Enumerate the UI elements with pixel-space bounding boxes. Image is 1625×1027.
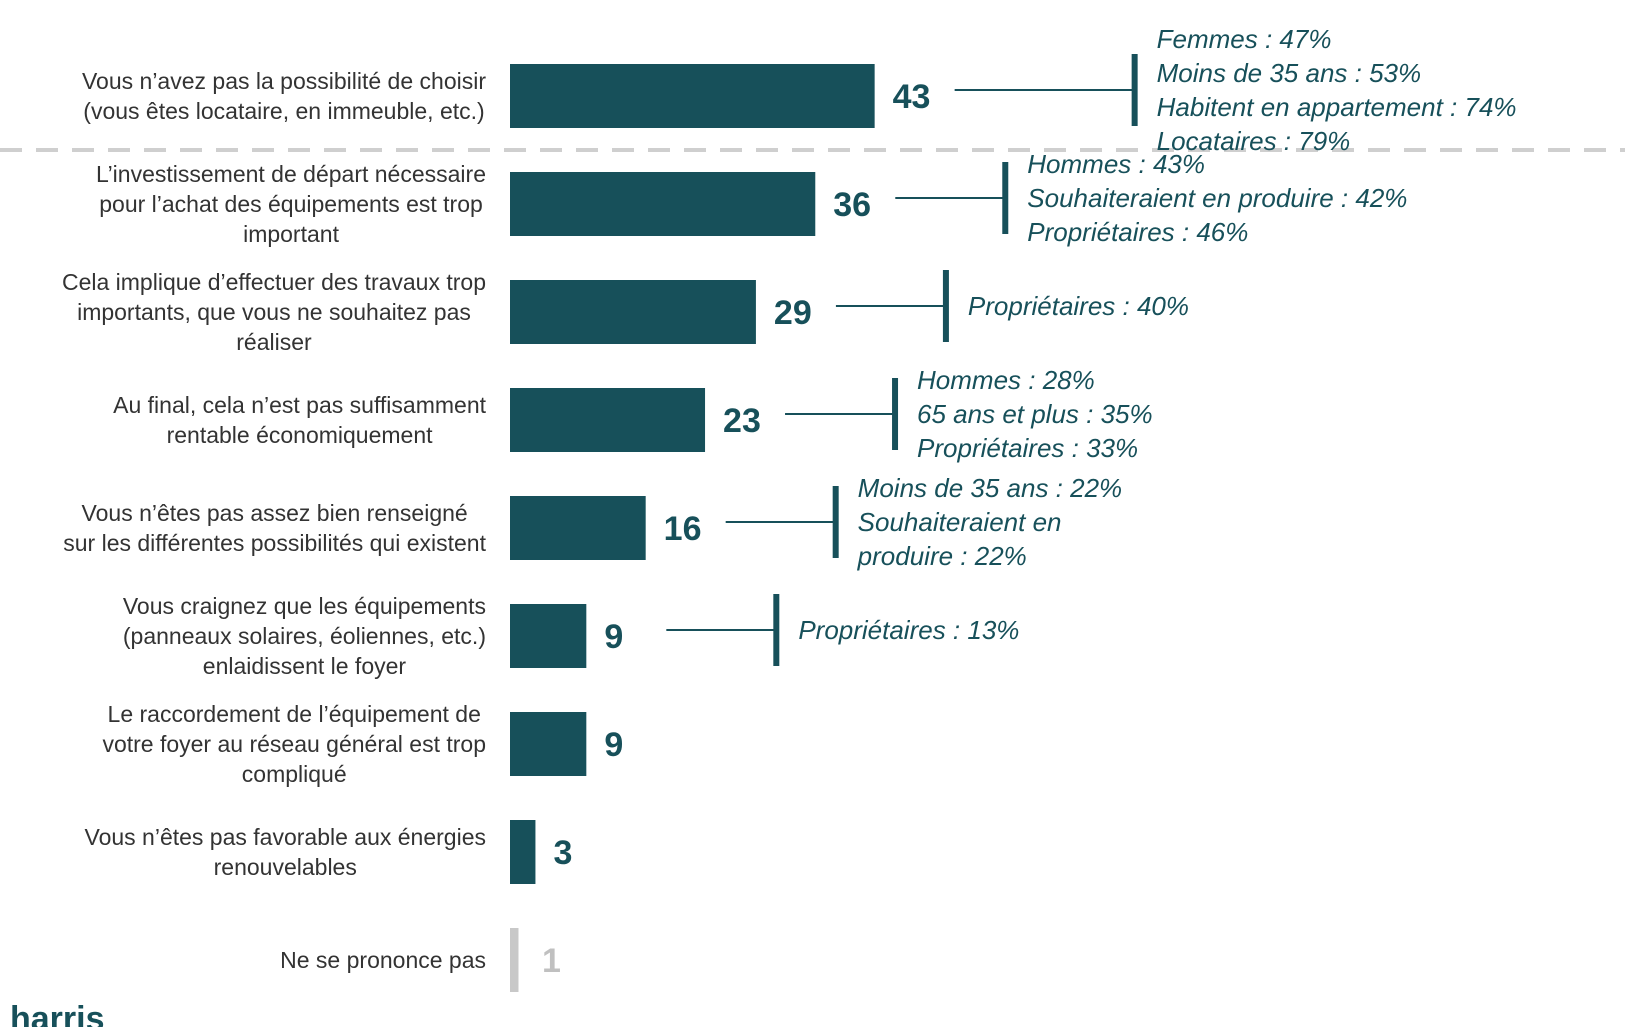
annotation: Hommes : 28% xyxy=(917,365,1095,395)
category-label: Vous n’êtes pas favorable aux énergies r… xyxy=(84,824,487,880)
value-label: 43 xyxy=(893,78,931,116)
value-label: 23 xyxy=(723,402,761,440)
value-label: 29 xyxy=(774,294,812,332)
annotation: Locataires : 79% xyxy=(1157,126,1351,156)
annotation: Moins de 35 ans : 22% xyxy=(858,473,1122,503)
category-label: Vous craignez que les équipements (panne… xyxy=(122,593,486,679)
value-label: 16 xyxy=(664,510,702,548)
category-label: Cela implique d’effectuer des travaux tr… xyxy=(61,269,486,355)
value-label: 9 xyxy=(604,726,623,764)
annotation: Moins de 35 ans : 53% xyxy=(1157,58,1422,88)
annotation: Propriétaires : 40% xyxy=(968,291,1189,321)
category-label: Le raccordement de l’équipement de votre… xyxy=(102,701,486,787)
bar xyxy=(510,928,519,992)
category-label: L’investissement de départ nécessaire po… xyxy=(96,161,486,247)
bar xyxy=(510,388,706,452)
bar xyxy=(510,820,536,884)
bar xyxy=(510,280,756,344)
value-label: 36 xyxy=(833,186,871,224)
annotation: Souhaiteraient en produire : 42% xyxy=(1027,183,1407,213)
annotation: Propriétaires : 46% xyxy=(1027,217,1248,247)
logo: harris xyxy=(10,1000,105,1027)
annotation: Femmes : 47% xyxy=(1157,24,1332,54)
annotation: Hommes : 43% xyxy=(1027,149,1205,179)
bar xyxy=(510,64,875,128)
bar xyxy=(510,496,646,560)
bar xyxy=(510,172,816,236)
bar xyxy=(510,712,587,776)
category-label: Ne se prononce pas xyxy=(280,947,486,973)
annotation: Souhaiteraient en xyxy=(858,507,1062,537)
bar xyxy=(510,604,587,668)
annotation: Propriétaires : 33% xyxy=(917,433,1138,463)
value-label: 1 xyxy=(542,942,561,980)
annotation: Propriétaires : 13% xyxy=(798,615,1019,645)
annotation: Habitent en appartement : 74% xyxy=(1157,92,1517,122)
category-label: Vous n’avez pas la possibilité de choisi… xyxy=(81,68,486,124)
annotation: 65 ans et plus : 35% xyxy=(917,399,1153,429)
value-label: 3 xyxy=(553,834,572,872)
category-label: Vous n’êtes pas assez bien renseigné sur… xyxy=(63,500,486,556)
value-label: 9 xyxy=(604,618,623,656)
category-label: Au final, cela n’est pas suffisamment re… xyxy=(113,392,486,448)
annotation: produire : 22% xyxy=(857,541,1027,571)
